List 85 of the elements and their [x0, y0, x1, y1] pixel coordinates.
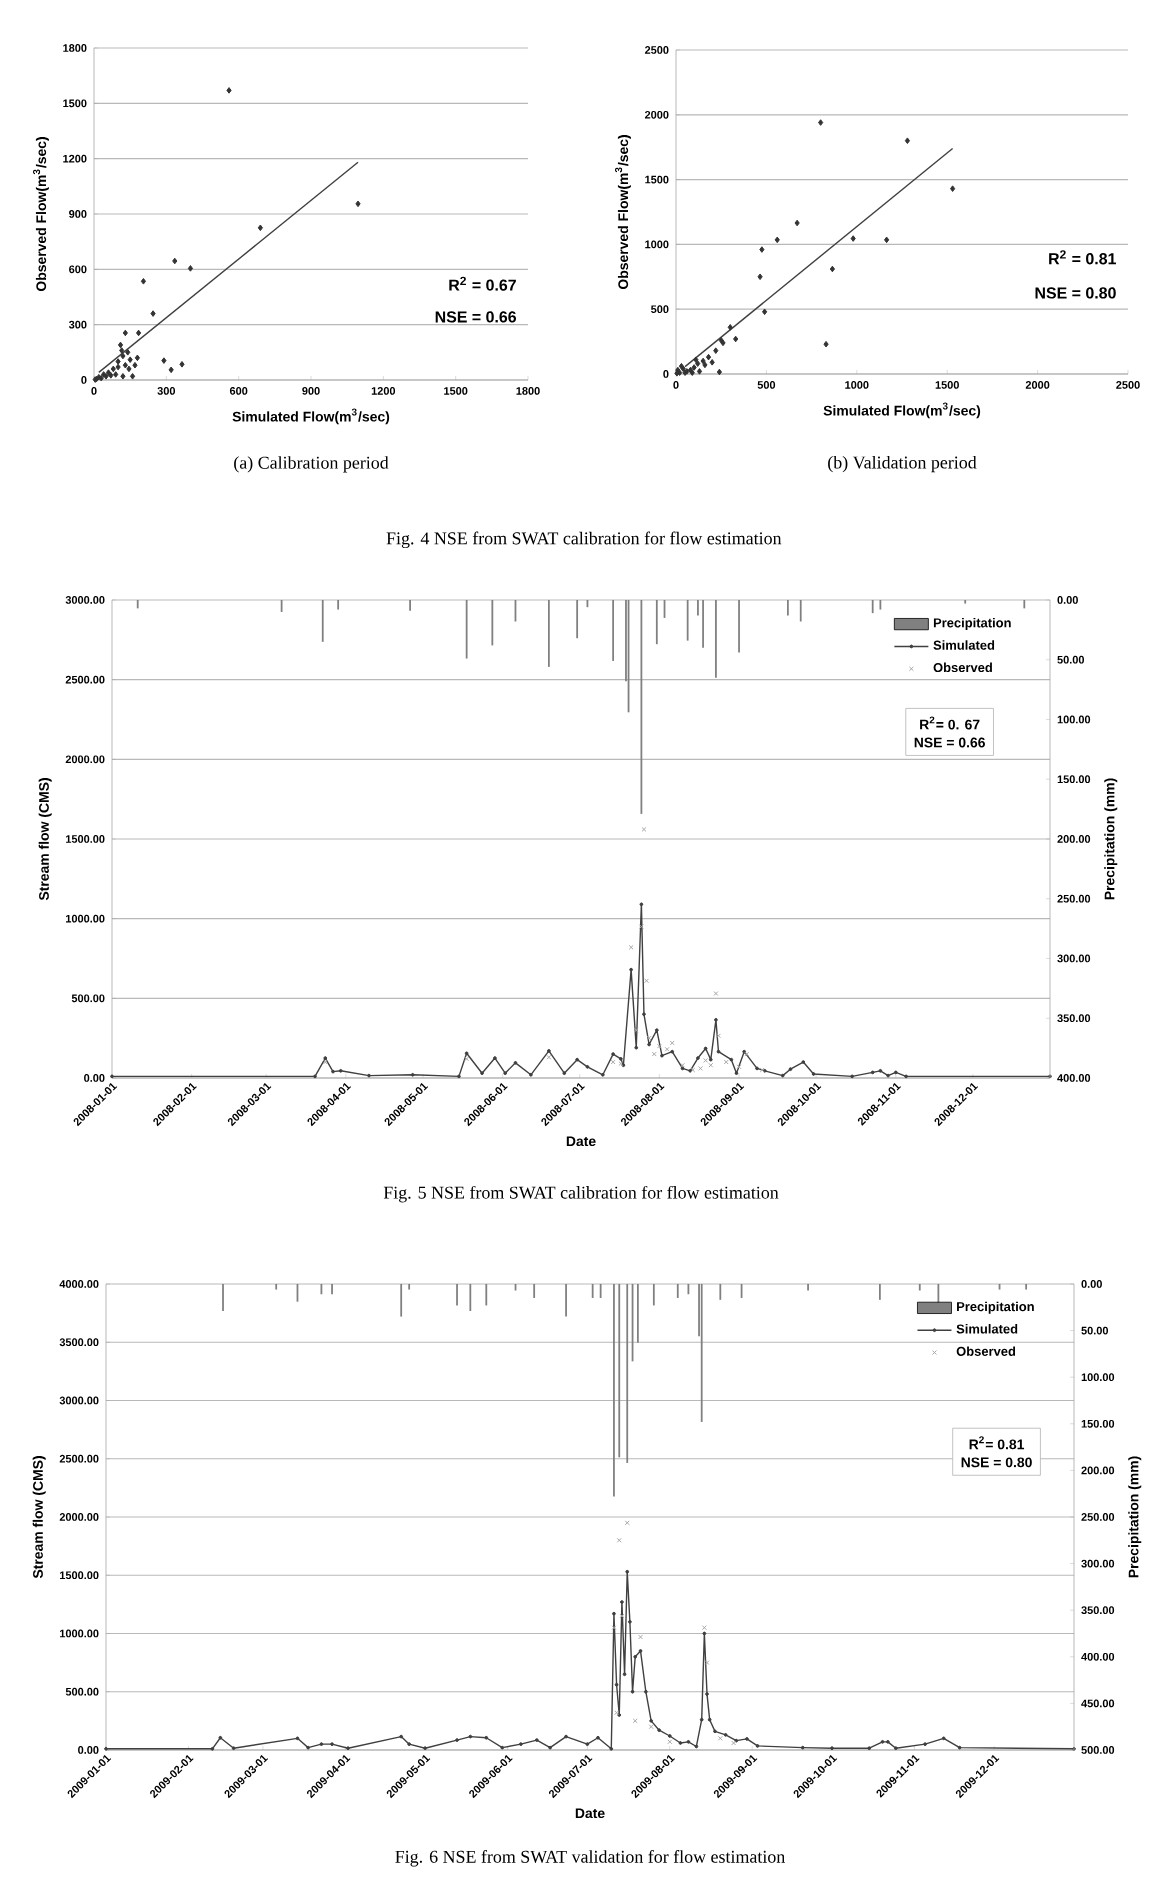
point	[257, 224, 263, 232]
point	[656, 1043, 662, 1049]
text: (b) Validation period	[828, 455, 977, 473]
point	[628, 944, 634, 950]
point	[705, 353, 712, 361]
point	[794, 219, 800, 227]
point	[150, 310, 156, 317]
point	[708, 1062, 714, 1068]
point	[161, 357, 167, 364]
point	[774, 236, 780, 244]
point	[700, 357, 706, 365]
point	[226, 87, 232, 94]
point	[127, 356, 133, 363]
point	[624, 1520, 630, 1526]
point	[713, 991, 719, 997]
point	[884, 236, 890, 244]
point	[110, 365, 116, 373]
point	[172, 257, 178, 265]
point	[122, 329, 128, 337]
point	[132, 361, 138, 369]
point	[818, 119, 824, 126]
point	[117, 341, 124, 349]
point	[696, 368, 703, 375]
point	[179, 361, 185, 368]
point	[355, 200, 361, 208]
text: Fig. 5 NSE from SWAT calibration for flow estimation	[383, 1185, 779, 1203]
point	[702, 361, 708, 369]
point	[644, 978, 650, 984]
point	[850, 235, 856, 242]
point	[115, 363, 121, 371]
point	[829, 265, 835, 273]
point	[717, 1735, 723, 1741]
point	[693, 356, 699, 364]
point	[695, 360, 701, 367]
point	[733, 335, 739, 343]
point	[641, 826, 647, 832]
point	[122, 361, 128, 369]
point	[119, 347, 125, 354]
point	[638, 1634, 644, 1640]
point	[727, 324, 733, 331]
text: (a) Calibration period	[234, 456, 389, 473]
point	[664, 1046, 670, 1052]
point	[134, 354, 140, 362]
point	[322, 1059, 328, 1065]
point	[736, 1064, 742, 1070]
point	[651, 1051, 657, 1057]
point	[638, 924, 644, 930]
point	[723, 1059, 729, 1065]
point	[904, 137, 911, 144]
point	[125, 349, 131, 356]
point	[610, 1059, 616, 1065]
point	[709, 359, 715, 366]
point	[757, 273, 763, 281]
point	[667, 1739, 673, 1745]
point	[464, 1056, 470, 1062]
point	[703, 1057, 709, 1063]
point	[823, 340, 829, 348]
point	[616, 1537, 622, 1543]
point	[126, 365, 132, 373]
point	[546, 1054, 552, 1060]
point	[701, 1625, 707, 1631]
point	[187, 265, 194, 272]
point	[761, 308, 768, 316]
point	[632, 1718, 638, 1724]
point	[716, 368, 722, 376]
point	[611, 1625, 617, 1631]
point	[115, 358, 121, 365]
point	[704, 1660, 710, 1666]
text: Fig. 6 NSE from SWAT validation for flow estimation	[395, 1850, 785, 1867]
point	[646, 1035, 652, 1041]
point	[669, 1040, 675, 1046]
point	[648, 1724, 654, 1730]
point	[619, 1613, 625, 1619]
caption: Fig. 4 NSE from SWAT calibration for flow estimation	[386, 531, 782, 549]
point	[136, 329, 142, 337]
point	[140, 278, 147, 285]
point	[113, 371, 119, 378]
point	[950, 185, 956, 192]
point	[633, 1027, 639, 1033]
point	[759, 246, 765, 253]
point	[120, 352, 126, 360]
point	[120, 372, 126, 380]
point	[129, 372, 136, 380]
point	[713, 347, 719, 354]
point	[168, 366, 174, 374]
